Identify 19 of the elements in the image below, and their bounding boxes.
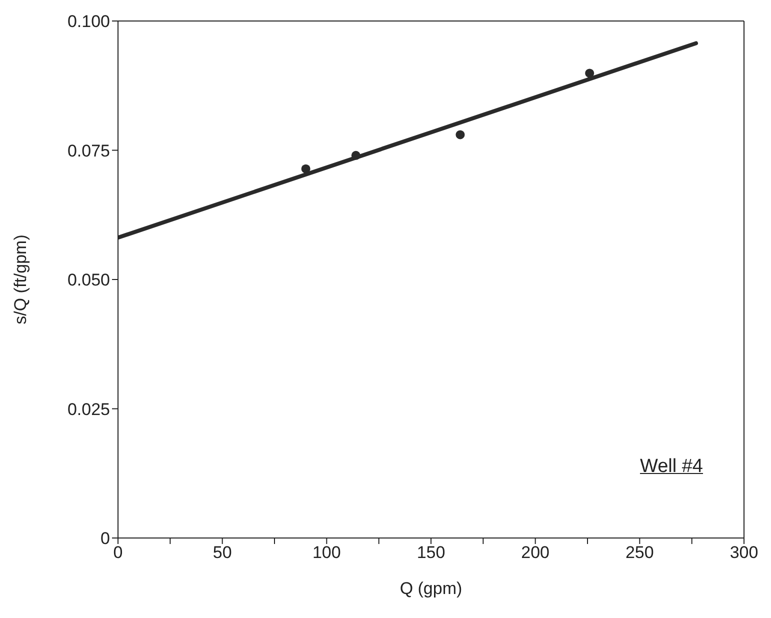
- y-tick-label: 0.100: [67, 12, 110, 32]
- point: [585, 68, 594, 78]
- x-tick-label: 150: [416, 543, 446, 562]
- point: [456, 130, 465, 140]
- y-tick-label: 0.025: [67, 400, 110, 419]
- x-tick-label: 50: [212, 543, 232, 562]
- x-tick-label: 0: [113, 543, 123, 562]
- point: [301, 164, 310, 174]
- x-tick-label: 250: [625, 543, 654, 562]
- y-tick-label: 0.075: [67, 141, 110, 160]
- y-tick-label: 0.050: [67, 270, 110, 290]
- x-tick-label: 200: [521, 543, 550, 562]
- point: [351, 150, 360, 160]
- annotation: Well #4: [640, 456, 703, 478]
- y-tick-label: 0: [100, 529, 110, 548]
- x-tick-label: 100: [312, 543, 341, 562]
- y-axis-title: s/Q (ft/gpm): [11, 234, 30, 324]
- x-tick-label: 300: [730, 543, 758, 562]
- x-axis-title: Q (gpm): [400, 579, 462, 598]
